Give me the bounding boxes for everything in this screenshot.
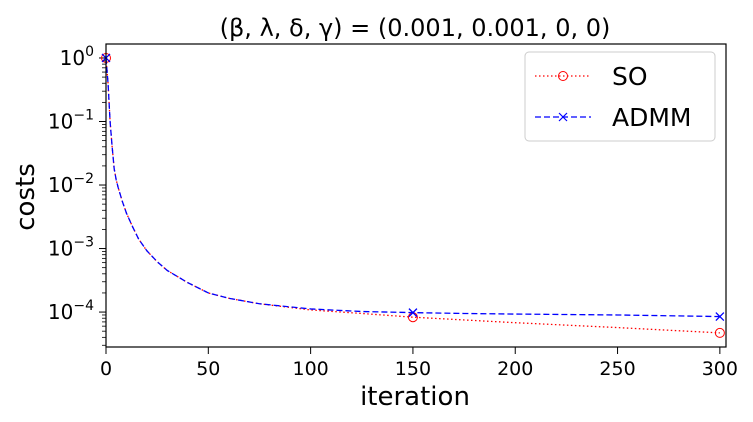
marker-admm: [408, 308, 418, 318]
x-tick-label: 0: [100, 358, 112, 380]
legend-marker-so: [558, 71, 568, 81]
axes-frame: [105, 43, 727, 348]
legend-entry-so: SO: [535, 62, 648, 91]
chart-title: (β, λ, δ, γ) = (0.001, 0.001, 0, 0): [220, 14, 611, 42]
legend-entry-admm: ADMM: [535, 103, 692, 132]
plot-area: 0 50 100 150 200 250 300 100 10−1 10−2 10−3 10−4: [48, 43, 738, 380]
x-tick-label: 200: [497, 358, 533, 380]
marker-admm: [715, 312, 725, 322]
legend-label-admm: ADMM: [612, 103, 692, 132]
x-tick-label: 100: [292, 358, 328, 380]
y-tick-label: 10−3: [48, 235, 94, 261]
legend-marker-admm: [558, 112, 568, 122]
legend-label-so: SO: [612, 62, 648, 91]
y-tick-label: 10−1: [48, 107, 94, 133]
marker-so: [714, 327, 725, 338]
x-tick-label: 300: [702, 358, 738, 380]
y-tick-label: 10−4: [48, 298, 94, 324]
x-tick-label: 50: [196, 358, 220, 380]
y-tick-label: 100: [60, 44, 94, 70]
x-axis-label: iteration: [360, 382, 470, 412]
x-tick-label: 150: [395, 358, 431, 380]
legend: SO ADMM: [524, 51, 716, 142]
x-tick-label: 250: [599, 358, 635, 380]
y-axis-label: costs: [11, 163, 41, 231]
y-tick-label: 10−2: [48, 171, 94, 197]
legend-frame: [524, 51, 716, 142]
